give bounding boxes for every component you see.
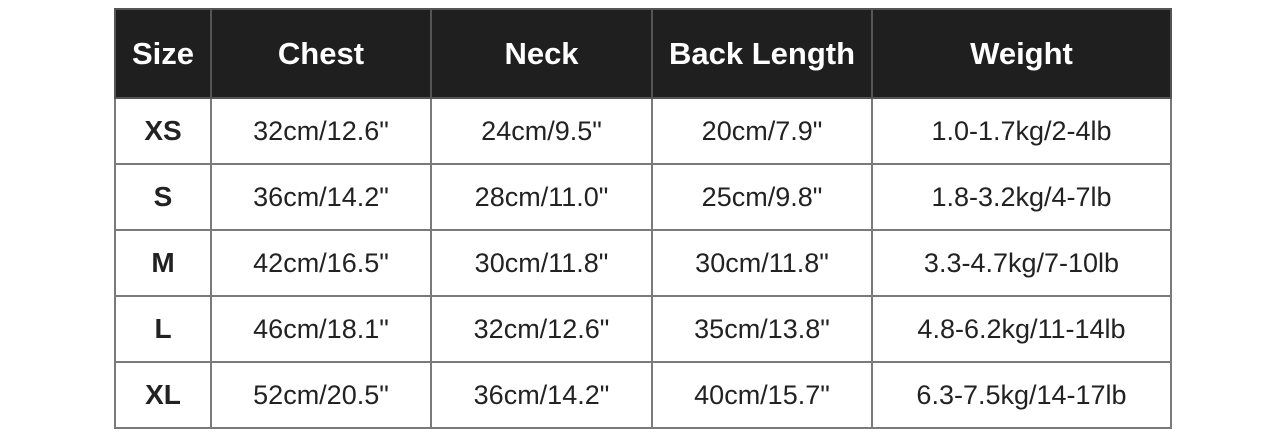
cell-back-length: 35cm/13.8" xyxy=(651,295,873,363)
cell-neck: 30cm/11.8" xyxy=(430,229,653,297)
cell-chest: 32cm/12.6" xyxy=(210,97,432,165)
cell-size: M xyxy=(114,229,212,297)
cell-neck: 32cm/12.6" xyxy=(430,295,653,363)
table-row: XL 52cm/20.5" 36cm/14.2" 40cm/15.7" 6.3-7.5k… xyxy=(114,361,1172,429)
cell-weight: 6.3-7.5kg/14-17lb xyxy=(871,361,1172,429)
header-neck: Neck xyxy=(430,8,653,99)
cell-size: XS xyxy=(114,97,212,165)
cell-neck: 36cm/14.2" xyxy=(430,361,653,429)
cell-back-length: 30cm/11.8" xyxy=(651,229,873,297)
header-row: Size Chest Neck Back Length Weight xyxy=(114,8,1172,99)
cell-weight: 4.8-6.2kg/11-14lb xyxy=(871,295,1172,363)
header-back-length: Back Length xyxy=(651,8,873,99)
cell-size: XL xyxy=(114,361,212,429)
cell-weight: 1.8-3.2kg/4-7lb xyxy=(871,163,1172,231)
cell-chest: 52cm/20.5" xyxy=(210,361,432,429)
cell-chest: 36cm/14.2" xyxy=(210,163,432,231)
cell-chest: 46cm/18.1" xyxy=(210,295,432,363)
cell-chest: 42cm/16.5" xyxy=(210,229,432,297)
cell-size: L xyxy=(114,295,212,363)
table-row: XS 32cm/12.6" 24cm/9.5" 20cm/7.9" 1.0-1.7kg/… xyxy=(114,97,1172,165)
cell-back-length: 40cm/15.7" xyxy=(651,361,873,429)
header-weight: Weight xyxy=(871,8,1172,99)
cell-back-length: 20cm/7.9" xyxy=(651,97,873,165)
table-row: L 46cm/18.1" 32cm/12.6" 35cm/13.8" 4.8-6.2kg… xyxy=(114,295,1172,363)
cell-weight: 1.0-1.7kg/2-4lb xyxy=(871,97,1172,165)
cell-weight: 3.3-4.7kg/7-10lb xyxy=(871,229,1172,297)
table-row: S 36cm/14.2" 28cm/11.0" 25cm/9.8" 1.8-3.2kg/… xyxy=(114,163,1172,231)
size-chart-table: Size Chest Neck Back Length Weight XS 32c… xyxy=(114,8,1172,429)
header-chest: Chest xyxy=(210,8,432,99)
table-row: M 42cm/16.5" 30cm/11.8" 30cm/11.8" 3.3-4.7kg… xyxy=(114,229,1172,297)
cell-neck: 24cm/9.5" xyxy=(430,97,653,165)
header-size: Size xyxy=(114,8,212,99)
cell-size: S xyxy=(114,163,212,231)
cell-neck: 28cm/11.0" xyxy=(430,163,653,231)
cell-back-length: 25cm/9.8" xyxy=(651,163,873,231)
